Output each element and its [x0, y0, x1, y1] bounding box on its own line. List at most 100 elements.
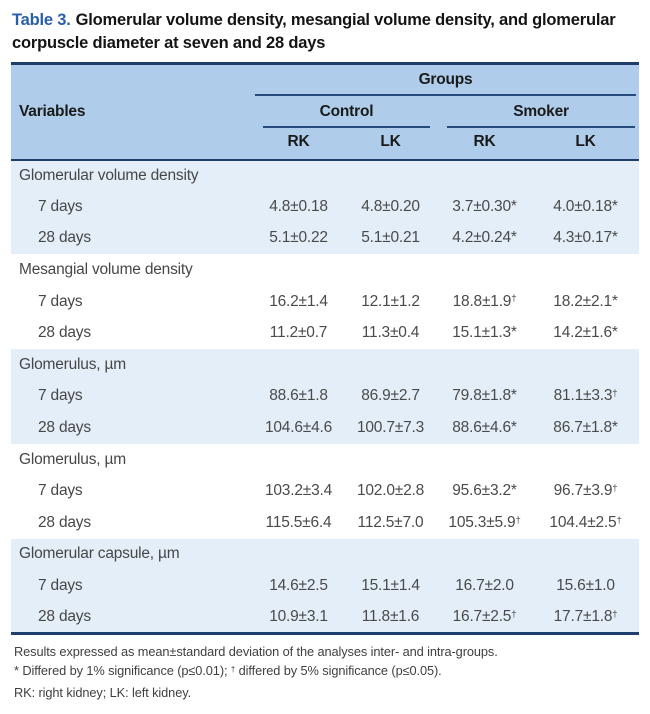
value-cell: 88.6±1.8: [269, 387, 328, 405]
table-header: Variables Groups Control Smoker RK LK RK…: [11, 63, 640, 160]
value-cell: 4.8±0.20: [361, 197, 420, 215]
column-header-smoker-rk: RK: [473, 132, 496, 150]
value-cell: 88.6±4.6*: [452, 419, 517, 437]
data-row: 28 days 104.6±4.6 100.7±7.3 88.6±4.6* 86.7±1…: [11, 412, 640, 444]
value-cell: 17.7±1.8†: [553, 607, 618, 625]
header-row-subgroups: Control Smoker: [11, 96, 639, 128]
column-header-smoker-lk: LK: [575, 132, 596, 150]
value-cell: 14.2±1.6*: [553, 324, 618, 342]
row-label: 28 days: [38, 324, 91, 342]
section-label: Glomerulus, µm: [19, 450, 126, 468]
table-caption: Glomerular volume density, mesangial vol…: [12, 11, 616, 52]
value-cell: 3.7±0.30*: [452, 197, 517, 215]
row-label: 7 days: [38, 292, 83, 310]
groups-header: Groups: [255, 71, 637, 96]
column-header-control-rk: RK: [287, 132, 310, 150]
data-row: 28 days 5.1±0.22 5.1±0.21 4.2±0.24* 4.3±0.17…: [11, 222, 640, 255]
value-cell: 112.5±7.0: [357, 513, 424, 531]
row-label: 7 days: [38, 197, 83, 215]
value-cell: 115.5±6.4: [265, 513, 332, 531]
section-label-row: Mesangial volume density: [11, 254, 640, 286]
value-cell: 4.0±0.18*: [553, 197, 618, 215]
value-cell: 18.2±2.1*: [553, 292, 618, 310]
table-body: Glomerular volume density 7 days 4.8±0.18 4…: [11, 159, 640, 634]
data-row: 28 days 10.9±3.1 11.8±1.6 16.7±2.5† 17.7±1.8…: [11, 601, 640, 634]
value-cell: 15.1±1.3*: [452, 324, 517, 342]
row-label: 28 days: [38, 229, 91, 247]
value-cell: 4.8±0.18: [269, 197, 328, 215]
value-cell: 104.6±4.6: [264, 419, 333, 437]
section-label-row: Glomerulus, µm: [11, 443, 640, 476]
value-cell: 11.2±0.7: [269, 324, 328, 342]
section-label: Mesangial volume density: [19, 261, 193, 279]
footnote-abbreviations: RK: right kidney; LK: left kidney.: [14, 684, 192, 700]
row-label: 7 days: [38, 577, 83, 595]
groups-header-cell: Groups: [253, 64, 639, 96]
control-header: Control: [263, 103, 430, 128]
footnote-results: Results expressed as mean±standard devia…: [14, 643, 498, 659]
control-header-cell: Control: [253, 96, 437, 128]
value-cell: 96.7±3.9†: [553, 482, 618, 500]
value-cell: 10.9±3.1: [269, 607, 328, 625]
data-row: 28 days 11.2±0.7 11.3±0.4 15.1±1.3* 14.2±1.6…: [11, 317, 640, 350]
footnote-significance: * Differed by 1% significance (p≤0.01); …: [14, 663, 442, 679]
row-label: 28 days: [38, 419, 91, 437]
data-row: 7 days 88.6±1.8 86.9±2.7 79.8±1.8* 81.1±3.3†: [11, 380, 640, 413]
dagger-marker: †: [612, 482, 618, 494]
value-cell: 15.1±1.4: [361, 577, 420, 595]
value-cell: 11.3±0.4: [361, 324, 420, 342]
variables-header: Variables: [19, 102, 86, 120]
data-row: 7 days 14.6±2.5 15.1±1.4 16.7±2.0 15.6±1.0: [11, 570, 640, 602]
dagger-marker: †: [511, 608, 517, 620]
dagger-marker: †: [515, 514, 521, 526]
value-cell: 104.4±2.5†: [549, 513, 622, 531]
value-cell: 5.1±0.21: [361, 229, 420, 247]
value-cell: 16.2±1.4: [269, 292, 328, 310]
value-cell: 16.7±2.0: [455, 577, 514, 595]
column-header-control-lk: LK: [380, 132, 401, 150]
section-label: Glomerulus, µm: [19, 355, 126, 373]
value-cell: 103.2±3.4: [264, 482, 333, 500]
smoker-header-cell: Smoker: [437, 96, 639, 128]
data-table: Variables Groups Control Smoker RK LK RK…: [11, 62, 640, 635]
dagger-marker: †: [612, 388, 618, 400]
value-cell: 4.3±0.17*: [553, 229, 618, 247]
value-cell: 79.8±1.8*: [452, 387, 517, 405]
section-label: Glomerular volume density: [19, 166, 199, 184]
section-label-row: Glomerular volume density: [11, 159, 640, 192]
table-title: Table 3. Glomerular volume density, mesan…: [12, 9, 638, 55]
footnotes: Results expressed as mean±standard devia…: [14, 642, 638, 703]
row-label: 28 days: [38, 513, 91, 531]
dagger-marker: †: [230, 664, 236, 674]
data-row: 7 days 4.8±0.18 4.8±0.20 3.7±0.30* 4.0±0.18*: [11, 191, 640, 223]
smoker-header: Smoker: [447, 103, 636, 128]
value-cell: 95.6±3.2*: [452, 482, 517, 500]
value-cell: 4.2±0.24*: [452, 229, 517, 247]
header-row-groups: Variables Groups: [11, 64, 639, 120]
value-cell: 81.1±3.3†: [553, 387, 618, 405]
value-cell: 5.1±0.22: [269, 229, 328, 247]
dagger-marker: †: [612, 608, 618, 620]
section-label-row: Glomerular capsule, µm: [11, 538, 640, 571]
row-label: 7 days: [38, 387, 83, 405]
dagger-marker: †: [511, 293, 517, 305]
section-label: Glomerular capsule, µm: [19, 545, 180, 563]
value-cell: 100.7±7.3: [356, 419, 425, 437]
value-cell: 86.7±1.8*: [553, 419, 618, 437]
value-cell: 11.8±1.6: [361, 607, 420, 625]
value-cell: 105.3±5.9†: [448, 513, 521, 531]
row-label: 28 days: [38, 607, 91, 625]
value-cell: 16.7±2.5†: [452, 607, 517, 625]
header-row-kidneys: RK LK RK LK: [11, 128, 640, 160]
value-cell: 102.0±2.8: [356, 482, 425, 500]
section-label-row: Glomerulus, µm: [11, 349, 640, 381]
data-row: 28 days 115.5±6.4 112.5±7.0 105.3±5.9† 104.4…: [11, 507, 640, 539]
value-cell: 18.8±1.9†: [452, 292, 517, 310]
row-label: 7 days: [38, 482, 83, 500]
value-cell: 15.6±1.0: [556, 577, 615, 595]
value-cell: 12.1±1.2: [361, 292, 420, 310]
value-cell: 14.6±2.5: [269, 577, 328, 595]
value-cell: 86.9±2.7: [361, 387, 420, 405]
table-number: Table 3.: [12, 11, 71, 29]
